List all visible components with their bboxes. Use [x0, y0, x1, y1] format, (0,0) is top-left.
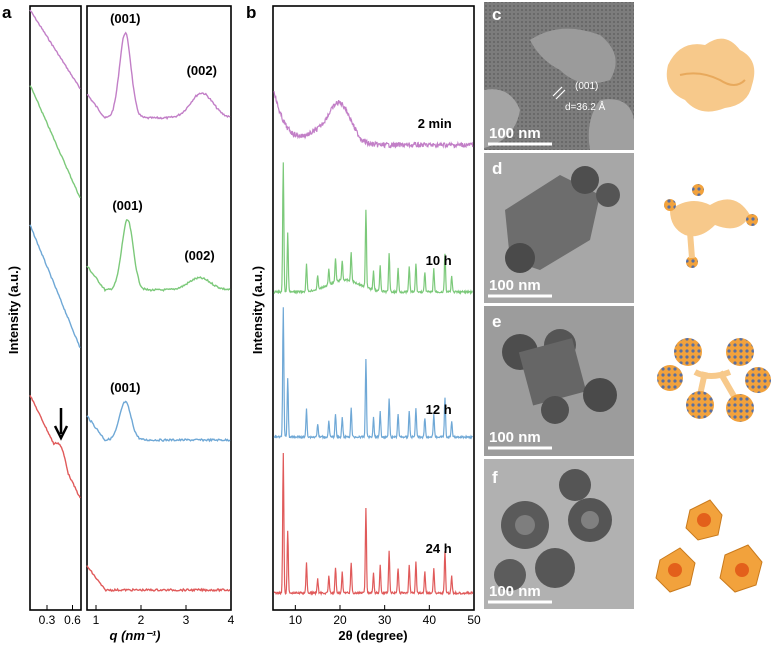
pxrd-series-label: 10 h: [426, 253, 452, 268]
arrow-indicator: [53, 408, 69, 441]
model-c: [666, 38, 755, 112]
pxrd-ylabel: Intensity (a.u.): [250, 266, 265, 354]
pxrd-curve-24-h: [273, 452, 474, 597]
saxs-left-curve-2-min: [29, 9, 81, 90]
tem-label-c: c: [492, 5, 501, 24]
panel-b: b 2 min 10 h 12 h 24 h 10 20 30 40 50 Intensity…: [246, 3, 481, 643]
pxrd-series-label: 2 min: [418, 116, 452, 131]
model-d: [664, 184, 758, 268]
saxs-left-curve-24-h: [29, 395, 81, 499]
panel-label-a: a: [2, 3, 12, 22]
pxrd-curve-10-h: [273, 162, 473, 296]
pxrd-tick-label: 40: [423, 613, 437, 627]
scale-text-e: 100 nm: [489, 429, 541, 446]
scale-text-c: 100 nm: [489, 125, 541, 142]
saxs-right-tick-label: 1: [93, 613, 100, 627]
saxs-right-tick-label: 3: [183, 613, 190, 627]
panel-a: a (001) (002) (001) (002) (001) 0.3 0.6 1 2 3 4 I…: [2, 3, 235, 643]
saxs-peak-label: (001): [110, 11, 140, 26]
saxs-right-curve-24-h: [86, 565, 231, 593]
scale-text-d: 100 nm: [489, 277, 541, 294]
saxs-left-tick-label: 0.3: [39, 613, 56, 627]
tem-label-f: f: [492, 468, 498, 487]
saxs-left-tick-label: 0.6: [64, 613, 81, 627]
pxrd-tick-label: 10: [289, 613, 303, 627]
pxrd-frame: [272, 5, 475, 611]
scale-text-f: 100 nm: [489, 583, 541, 600]
model-e: [657, 338, 771, 422]
pxrd-series-label: 24 h: [426, 541, 452, 556]
saxs-left-curve-10-h: [29, 85, 81, 199]
pxrd-curve-2-min: [273, 90, 474, 149]
pxrd-tick-label: 50: [467, 613, 481, 627]
pxrd-curve-12-h: [273, 307, 474, 440]
saxs-xlabel: q (nm⁻¹): [110, 628, 161, 643]
saxs-ylabel: Intensity (a.u.): [6, 266, 21, 354]
pxrd-xlabel: 2θ (degree): [338, 628, 407, 643]
pxrd-tick-label: 30: [378, 613, 392, 627]
tem-label-d: d: [492, 159, 502, 178]
tem-c: c (001) d=36.2 Å 100 nm: [484, 2, 634, 150]
model-f: [655, 499, 763, 593]
pxrd-series-label: 12 h: [426, 402, 452, 417]
d-spacing-label: d=36.2 Å: [565, 100, 606, 113]
saxs-right-tick-label: 4: [228, 613, 235, 627]
saxs-left-curve-12-h: [29, 224, 81, 349]
panel-label-b: b: [246, 3, 256, 22]
tem-f: f 100 nm: [484, 459, 634, 609]
saxs-right-curve-12-h: [86, 400, 231, 443]
saxs-peak-label: (001): [110, 380, 140, 395]
tem-label-e: e: [492, 312, 501, 331]
saxs-right-curve-10-h: [86, 219, 231, 293]
saxs-right-tick-label: 2: [138, 613, 145, 627]
lattice-plane-label: (001): [575, 81, 598, 92]
tem-e: e 100 nm: [484, 306, 634, 456]
tem-images: c (001) d=36.2 Å 100 nm d 100 nm: [484, 2, 634, 609]
saxs-peak-label: (001): [112, 198, 142, 213]
saxs-peak-label: (002): [187, 63, 217, 78]
schematic-models: [655, 38, 771, 593]
pxrd-tick-label: 20: [333, 613, 347, 627]
saxs-left-frame: [29, 5, 82, 611]
saxs-peak-label: (002): [184, 248, 214, 263]
saxs-right-frame: [86, 5, 232, 611]
saxs-right-curve-2-min: [86, 31, 231, 121]
tem-d: d 100 nm: [484, 153, 634, 303]
